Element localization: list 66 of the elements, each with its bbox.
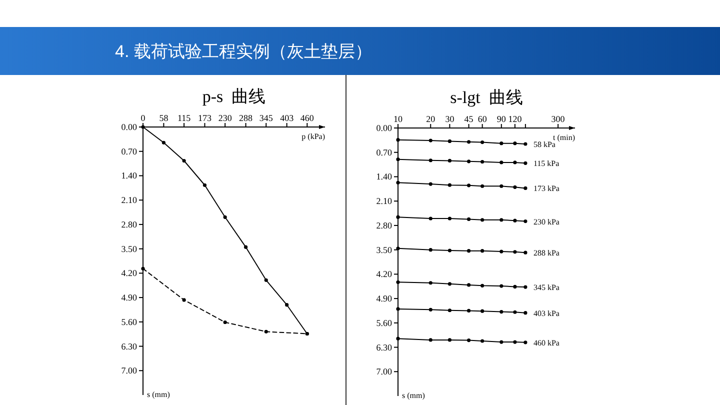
series-label: 230 kPa: [533, 217, 560, 226]
x-tick-label: 345: [259, 113, 274, 123]
point: [182, 158, 186, 163]
series-label: 173 kPa: [533, 184, 560, 194]
point: [141, 125, 145, 129]
y-tick-label: 3.50: [376, 244, 392, 255]
point: [223, 320, 227, 324]
point: [223, 215, 227, 219]
y-tick-label: 4.20: [376, 269, 392, 280]
x-tick-label: 45: [464, 114, 474, 124]
y-tick-label: 4.90: [121, 292, 138, 303]
series-label: 58 kPa: [533, 140, 556, 150]
y-tick-label: 1.40: [121, 170, 138, 181]
y-tick-label: 4.90: [376, 294, 392, 304]
x-tick-label: 90: [496, 114, 506, 124]
x-tick-label: 30: [445, 114, 455, 124]
y-tick-label: 1.40: [376, 172, 392, 182]
y-tick-label: 2.10: [121, 195, 138, 206]
point: [202, 183, 207, 187]
y-axis-title: s (mm): [402, 391, 426, 400]
y-axis-title: s (mm): [147, 390, 170, 399]
x-tick-label: 60: [478, 114, 488, 124]
x-tick-label: 115: [177, 113, 192, 123]
point: [244, 245, 248, 249]
point: [264, 330, 268, 334]
x-tick-label: 0: [140, 113, 146, 123]
x-tick-label: 403: [280, 113, 294, 123]
y-tick-label: 0.70: [376, 147, 392, 158]
text: 4. 载荷试验工程实例（灰土垫层）: [115, 42, 372, 61]
y-tick-label: 3.50: [121, 244, 138, 254]
point: [182, 298, 186, 302]
point: [141, 266, 145, 270]
y-tick-label: 7.00: [376, 366, 392, 377]
point: [285, 303, 289, 307]
y-tick-label: 0.00: [376, 123, 392, 133]
x-tick-label: 58: [159, 113, 169, 123]
series-label: 403 kPa: [533, 308, 560, 318]
x-tick-label: 20: [426, 114, 436, 124]
y-tick-label: 6.30: [376, 342, 392, 352]
x-tick-label: 300: [551, 114, 566, 124]
chart-title: p-s 曲线: [202, 87, 266, 106]
y-tick-label: 6.30: [121, 341, 138, 352]
y-tick-label: 2.10: [376, 196, 392, 206]
point: [264, 278, 268, 282]
series-label: 460 kPa: [533, 338, 560, 348]
y-tick-label: 0.00: [121, 122, 138, 132]
y-tick-label: 7.00: [121, 366, 138, 376]
point: [162, 140, 166, 144]
x-tick-label: 173: [198, 113, 212, 123]
series-label: 345 kPa: [533, 283, 560, 292]
chart-title: s-lgt 曲线: [450, 88, 523, 107]
x-tick-label: 10: [394, 114, 403, 124]
x-tick-label: 288: [239, 113, 254, 123]
x-axis-title: p (kPa): [302, 132, 326, 141]
x-tick-label: 120: [508, 114, 522, 124]
series-label: 288 kPa: [533, 248, 560, 258]
y-tick-label: 2.80: [121, 219, 138, 230]
y-tick-label: 4.20: [121, 268, 138, 278]
y-tick-label: 2.80: [376, 220, 392, 230]
x-axis-title: t (min): [553, 133, 576, 142]
x-tick-label: 460: [300, 113, 314, 123]
x-tick-label: 230: [218, 113, 232, 123]
y-tick-label: 5.60: [376, 318, 392, 328]
series-label: 115 kPa: [533, 159, 560, 168]
y-tick-label: 5.60: [121, 316, 138, 327]
y-tick-label: 0.70: [121, 146, 138, 156]
